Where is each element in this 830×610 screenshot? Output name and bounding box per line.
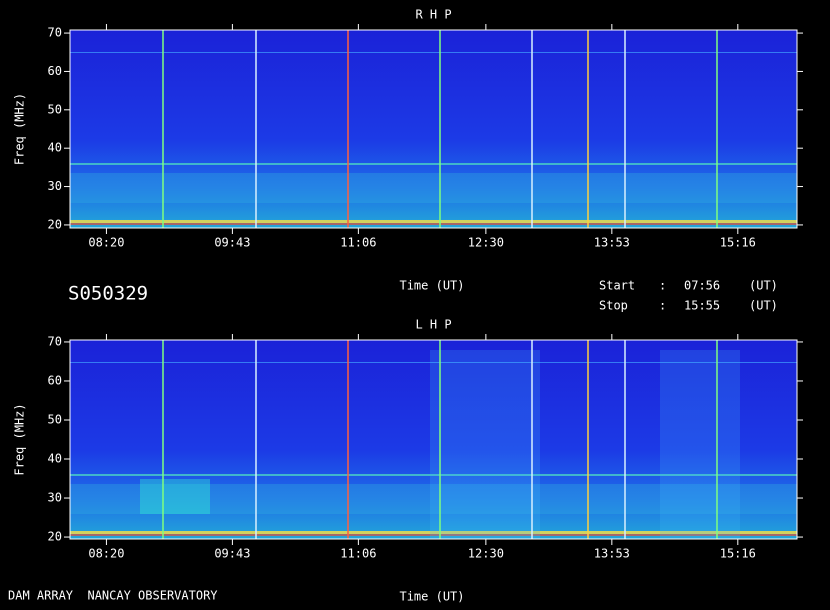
stop-time: 15:55 — [684, 299, 720, 313]
band — [70, 52, 797, 53]
y-tick-label: 50 — [48, 412, 62, 426]
plot-frame — [69, 29, 798, 229]
y-tick-label: 40 — [48, 141, 62, 155]
band — [70, 531, 797, 534]
y-axis-label: Freq (MHz) — [13, 93, 27, 165]
y-tick-label: 50 — [48, 102, 62, 116]
y-tick-label: 40 — [48, 452, 62, 466]
spectrogram-image — [70, 30, 797, 228]
burst — [140, 479, 210, 514]
x-tick-label: 13:53 — [594, 547, 630, 561]
band — [70, 534, 797, 536]
x-tick-label: 08:20 — [88, 547, 124, 561]
x-tick-label: 13:53 — [594, 236, 630, 250]
x-tick-label: 09:43 — [214, 547, 250, 561]
y-tick-label: 20 — [48, 530, 62, 544]
y-axis-label: Freq (MHz) — [13, 403, 27, 475]
x-tick-label: 08:20 — [88, 236, 124, 250]
burst — [430, 350, 540, 539]
stop-label: Stop — [599, 299, 628, 313]
y-tick-label: 70 — [48, 26, 62, 40]
y-tick-label: 20 — [48, 217, 62, 231]
spectrogram-image — [70, 340, 797, 539]
start-time: 07:56 — [684, 279, 720, 293]
chart-title: R H P — [415, 8, 451, 22]
band — [70, 362, 797, 363]
y-tick-label: 30 — [48, 179, 62, 193]
y-tick-label: 60 — [48, 373, 62, 387]
band — [70, 220, 797, 223]
band — [70, 223, 797, 225]
band — [70, 484, 797, 514]
y-tick-label: 30 — [48, 491, 62, 505]
x-tick-label: 09:43 — [214, 236, 250, 250]
band — [70, 163, 797, 165]
plot-frame — [69, 339, 798, 540]
footer: DAM ARRAY NANCAY OBSERVATORY — [8, 589, 218, 603]
x-tick-label: 11:06 — [340, 236, 376, 250]
x-axis-label: Time (UT) — [399, 279, 464, 293]
x-tick-label: 12:30 — [468, 547, 504, 561]
burst — [660, 350, 740, 539]
start-sep: : — [659, 279, 666, 293]
band — [70, 173, 797, 203]
x-tick-label: 11:06 — [340, 547, 376, 561]
y-tick-label: 60 — [48, 64, 62, 78]
band — [70, 474, 797, 476]
chart-title: L H P — [415, 318, 451, 332]
session-id: S050329 — [68, 283, 148, 305]
start-label: Start — [599, 279, 635, 293]
x-tick-label: 12:30 — [468, 236, 504, 250]
y-tick-label: 70 — [48, 334, 62, 348]
stop-unit: (UT) — [749, 299, 778, 313]
x-tick-label: 15:16 — [720, 547, 756, 561]
stop-sep: : — [659, 299, 666, 313]
x-axis-label: Time (UT) — [399, 590, 464, 604]
x-tick-label: 15:16 — [720, 236, 756, 250]
start-unit: (UT) — [749, 279, 778, 293]
